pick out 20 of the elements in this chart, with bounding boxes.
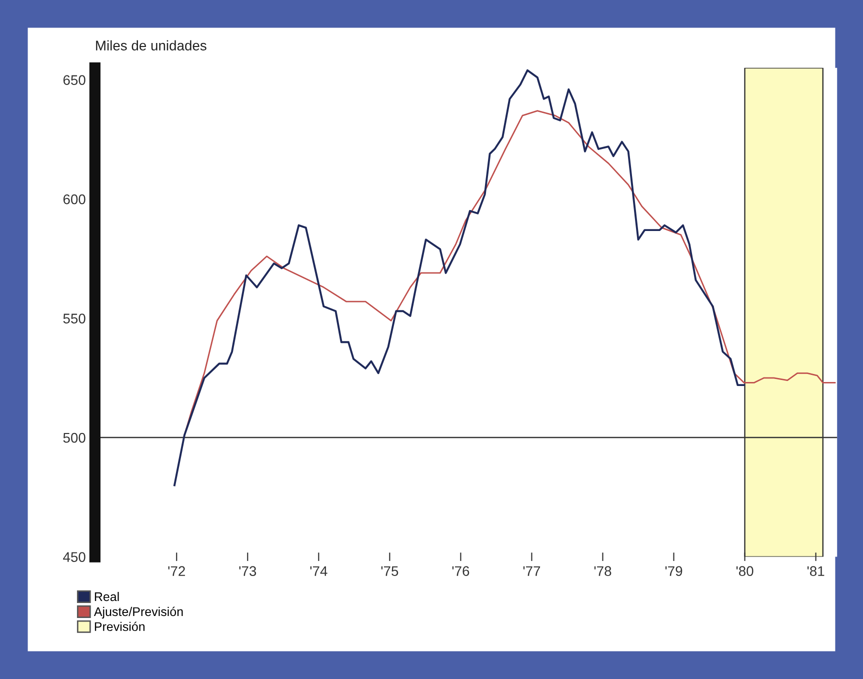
- x-tick-label: '75: [381, 566, 398, 576]
- x-tick-label: '80: [736, 566, 754, 576]
- legend-label: Real: [94, 592, 119, 602]
- x-tick-label: '79: [665, 566, 682, 576]
- x-tick-label: '78: [594, 566, 612, 576]
- y-tick-label: 600: [63, 194, 86, 204]
- x-tick-label: '76: [452, 566, 470, 576]
- x-tick-label: '81: [807, 566, 824, 576]
- y-axis-title: Miles de unidades: [96, 40, 206, 50]
- y-tick-label: 500: [63, 432, 86, 443]
- line-series: [174, 69, 746, 486]
- x-tick-label: '73: [239, 566, 256, 576]
- y-tick-label: 650: [63, 75, 86, 85]
- y-tick-label: 550: [63, 314, 86, 324]
- legend-label: Ajuste/Previsión: [94, 606, 183, 619]
- y-tick-label: 450: [63, 552, 86, 562]
- x-tick-label: '74: [310, 566, 328, 576]
- x-tick-label: '77: [523, 566, 540, 576]
- legend-label: Previsión: [94, 622, 145, 632]
- x-tick-label: '72: [168, 566, 185, 576]
